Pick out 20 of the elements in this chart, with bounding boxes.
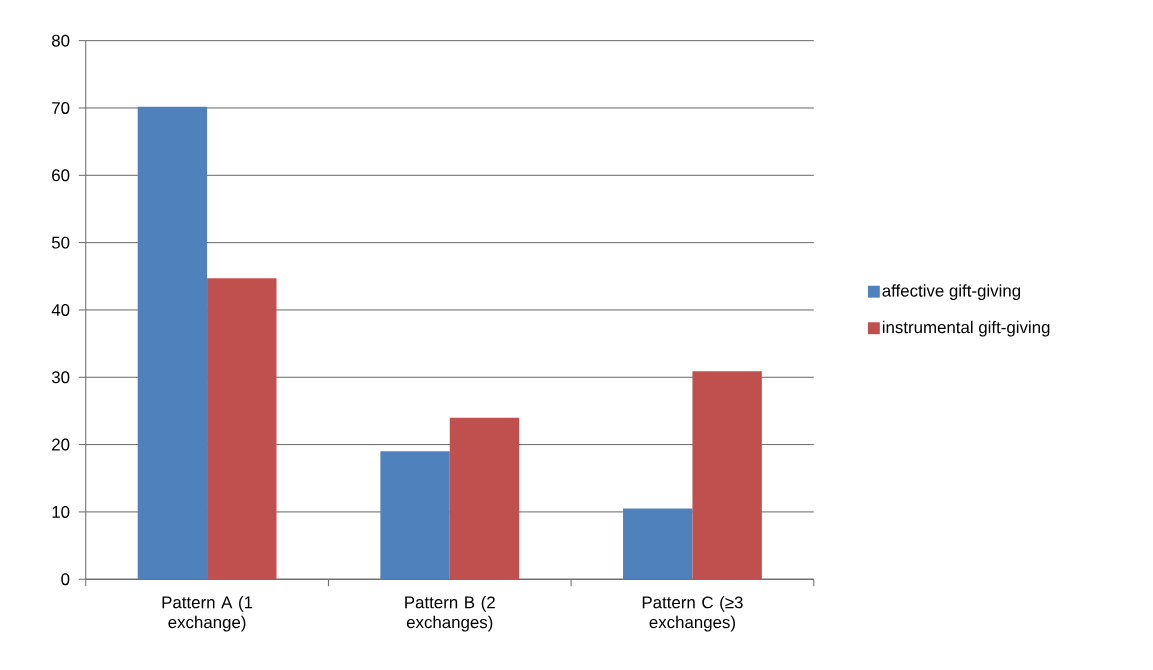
legend-label: affective gift-giving [882, 284, 1021, 301]
bar [137, 106, 208, 580]
legend-label: instrumental gift-giving [882, 321, 1050, 337]
bar [692, 371, 762, 580]
bar [623, 508, 693, 580]
y-tick-label: 70 [52, 102, 70, 115]
bar [449, 417, 520, 580]
y-tick-label: 10 [52, 506, 70, 519]
bar [380, 451, 450, 580]
y-tick-label: 30 [51, 371, 70, 384]
bar [207, 278, 277, 580]
x-tick-label: Pattern A (1 exchange) [162, 596, 253, 632]
y-tick-label: 0 [61, 573, 70, 586]
y-tick-label: 60 [52, 169, 70, 182]
y-tick-label: 40 [51, 304, 70, 317]
x-tick-label: Pattern C (≥3 exchanges) [642, 596, 743, 632]
y-tick-label: 50 [51, 236, 70, 249]
y-tick-label: 80 [51, 34, 70, 47]
x-tick-label: Pattern B (2 exchanges) [405, 596, 495, 632]
y-tick-label: 20 [52, 438, 70, 451]
